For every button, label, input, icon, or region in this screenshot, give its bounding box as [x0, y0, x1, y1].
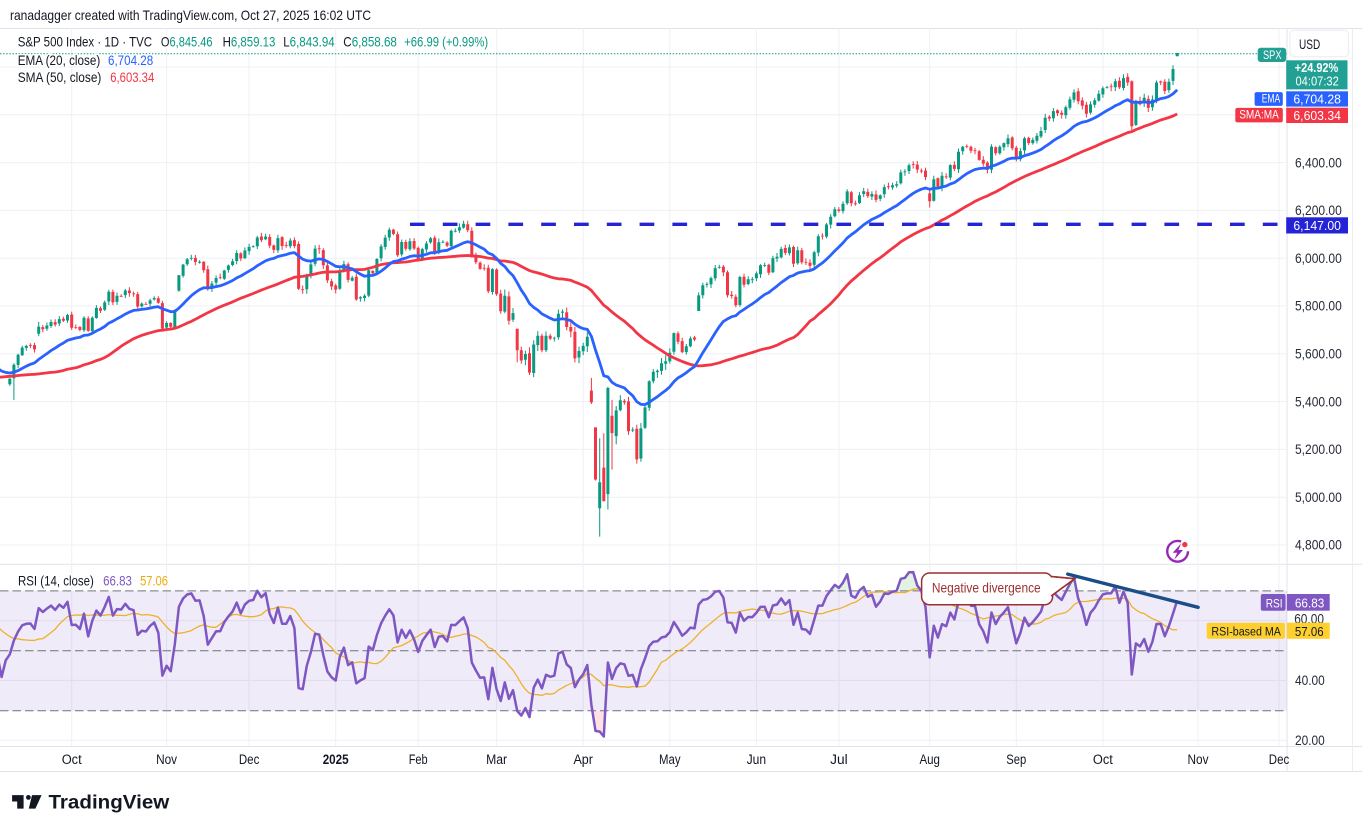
- svg-text:5,400.00: 5,400.00: [1295, 393, 1342, 409]
- svg-text:6,603.34: 6,603.34: [110, 69, 154, 85]
- svg-text:Mar: Mar: [486, 752, 507, 767]
- svg-text:SPX: SPX: [1263, 50, 1282, 62]
- svg-text:40.00: 40.00: [1295, 672, 1325, 688]
- svg-text:ranadagger created with Tradin: ranadagger created with TradingView.com,…: [10, 7, 371, 23]
- svg-text:2025: 2025: [323, 752, 349, 767]
- svg-text:Jul: Jul: [830, 752, 848, 767]
- svg-text:Aug: Aug: [919, 752, 940, 767]
- svg-text:6,000.00: 6,000.00: [1295, 250, 1342, 266]
- svg-text:57.06: 57.06: [140, 573, 168, 589]
- svg-text:5,600.00: 5,600.00: [1295, 346, 1342, 362]
- svg-text:S&P 500 Index · 1D · TVC: S&P 500 Index · 1D · TVC: [18, 33, 152, 49]
- svg-text:5,800.00: 5,800.00: [1295, 298, 1342, 314]
- svg-text:66.83: 66.83: [1295, 595, 1324, 610]
- svg-text:Oct: Oct: [62, 752, 82, 767]
- svg-text:RSI-based MA: RSI-based MA: [1211, 626, 1281, 638]
- svg-text:Feb: Feb: [409, 752, 428, 767]
- svg-text:Jun: Jun: [747, 752, 767, 767]
- svg-text:5,000.00: 5,000.00: [1295, 489, 1342, 505]
- svg-text:SMA (50, close): SMA (50, close): [18, 69, 102, 85]
- svg-text:Apr: Apr: [573, 752, 593, 767]
- svg-text:04:07:32: 04:07:32: [1296, 74, 1339, 88]
- svg-text:Dec: Dec: [239, 752, 260, 767]
- svg-text:6,603.34: 6,603.34: [1293, 108, 1341, 123]
- svg-text:May: May: [659, 752, 681, 767]
- svg-text:5,200.00: 5,200.00: [1295, 441, 1342, 457]
- svg-text:EMA (20, close): EMA (20, close): [18, 52, 101, 68]
- svg-text:O6,845.46: O6,845.46: [161, 33, 213, 49]
- svg-text:EMA: EMA: [1262, 93, 1281, 105]
- svg-text:+24.92%: +24.92%: [1295, 61, 1339, 75]
- svg-text:57.06: 57.06: [1295, 624, 1324, 639]
- svg-text:Oct: Oct: [1093, 752, 1113, 767]
- svg-text:6,400.00: 6,400.00: [1295, 154, 1342, 170]
- svg-text:20.00: 20.00: [1295, 732, 1325, 748]
- svg-text:H6,859.13: H6,859.13: [223, 33, 276, 49]
- svg-text:RSI: RSI: [1266, 598, 1283, 610]
- svg-text:Dec: Dec: [1269, 752, 1290, 767]
- svg-text:SMA:MA: SMA:MA: [1239, 110, 1279, 122]
- svg-text:6,200.00: 6,200.00: [1295, 202, 1342, 218]
- svg-text:Nov: Nov: [1188, 752, 1209, 767]
- svg-text:6,704.28: 6,704.28: [108, 52, 153, 68]
- svg-text:60.00: 60.00: [1294, 610, 1324, 626]
- svg-text:Sep: Sep: [1006, 752, 1026, 767]
- svg-text:Nov: Nov: [156, 752, 177, 767]
- svg-text:+66.99 (+0.99%): +66.99 (+0.99%): [404, 33, 488, 49]
- svg-text:6,704.28: 6,704.28: [1293, 92, 1341, 107]
- svg-text:L6,843.94: L6,843.94: [283, 33, 335, 49]
- svg-text:Negative divergence: Negative divergence: [932, 580, 1041, 596]
- svg-text:4,800.00: 4,800.00: [1295, 537, 1342, 553]
- svg-text:C6,858.68: C6,858.68: [343, 33, 397, 49]
- svg-text:TradingView: TradingView: [49, 792, 171, 814]
- svg-text:6,147.00: 6,147.00: [1293, 218, 1341, 233]
- svg-text:RSI (14, close): RSI (14, close): [18, 573, 94, 589]
- svg-text:66.83: 66.83: [103, 573, 132, 589]
- svg-text:USD: USD: [1299, 37, 1320, 52]
